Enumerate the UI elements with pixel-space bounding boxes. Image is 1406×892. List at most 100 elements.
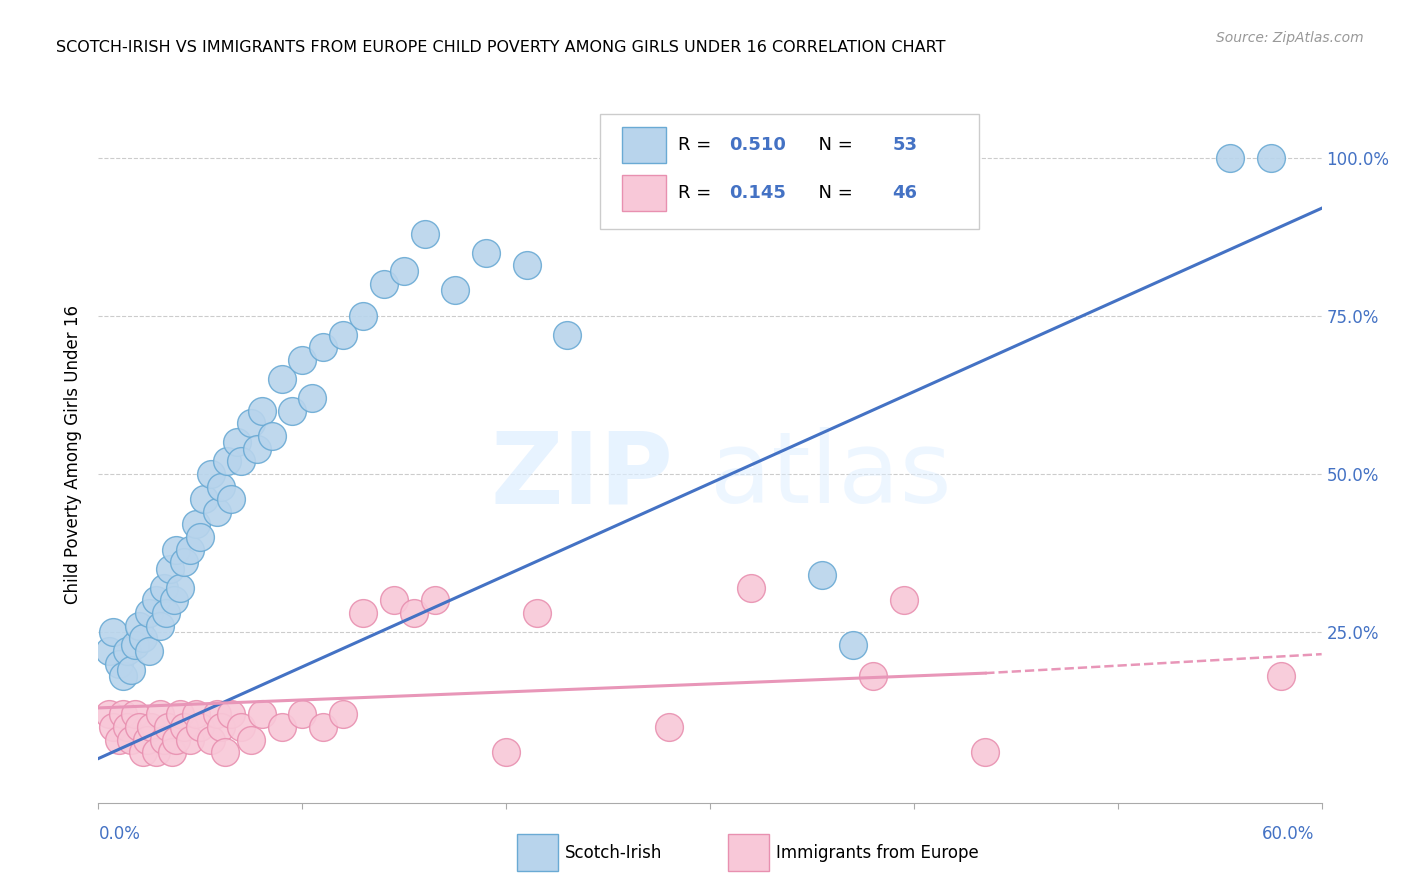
Point — [312, 720, 335, 734]
Point — [1260, 151, 1282, 165]
Point — [120, 732, 142, 747]
Text: SCOTCH-IRISH VS IMMIGRANTS FROM EUROPE CHILD POVERTY AMONG GIRLS UNDER 16 CORREL: SCOTCH-IRISH VS IMMIGRANTS FROM EUROPE C… — [56, 40, 946, 55]
Point — [246, 442, 269, 456]
Point — [179, 732, 201, 747]
Point — [281, 403, 304, 417]
Text: 53: 53 — [893, 136, 917, 154]
Point — [149, 707, 172, 722]
Point — [108, 732, 131, 747]
Point — [205, 505, 228, 519]
Point — [474, 245, 498, 260]
Point — [352, 606, 374, 620]
Point — [124, 638, 146, 652]
Point — [557, 327, 579, 342]
Text: 0.0%: 0.0% — [98, 825, 141, 843]
Point — [301, 391, 323, 405]
Point — [155, 606, 177, 620]
Text: R =: R = — [678, 136, 717, 154]
Point — [132, 745, 155, 759]
Text: 46: 46 — [893, 184, 917, 202]
Point — [136, 732, 159, 747]
Point — [423, 593, 446, 607]
Point — [145, 593, 167, 607]
Point — [250, 403, 273, 417]
Text: N =: N = — [807, 184, 858, 202]
Point — [209, 479, 232, 493]
Point — [149, 618, 172, 632]
Point — [862, 669, 884, 683]
Point — [332, 707, 354, 722]
Point — [169, 707, 191, 722]
Point — [200, 467, 222, 481]
Point — [124, 707, 146, 722]
Point — [138, 644, 160, 658]
Point — [111, 669, 134, 683]
Point — [115, 720, 138, 734]
Point — [214, 745, 236, 759]
Point — [841, 638, 863, 652]
Point — [352, 309, 374, 323]
Point — [165, 732, 187, 747]
Point — [138, 606, 160, 620]
Point — [974, 745, 997, 759]
Point — [215, 454, 238, 468]
Point — [186, 517, 208, 532]
Point — [495, 745, 517, 759]
Point — [152, 732, 174, 747]
Point — [145, 745, 167, 759]
Text: 60.0%: 60.0% — [1263, 825, 1315, 843]
Point — [382, 593, 405, 607]
Point — [332, 327, 354, 342]
Text: N =: N = — [807, 136, 858, 154]
Point — [193, 492, 215, 507]
Point — [1219, 151, 1241, 165]
Point — [219, 492, 242, 507]
Point — [163, 593, 186, 607]
Text: 0.510: 0.510 — [730, 136, 786, 154]
Point — [260, 429, 283, 443]
Point — [205, 707, 228, 722]
Point — [111, 707, 134, 722]
Point — [270, 720, 294, 734]
Point — [159, 562, 181, 576]
Point — [108, 657, 131, 671]
Point — [120, 663, 142, 677]
Point — [97, 707, 120, 722]
Point — [291, 707, 314, 722]
Point — [516, 258, 538, 272]
Point — [270, 372, 294, 386]
Point — [444, 284, 467, 298]
Point — [165, 542, 187, 557]
FancyBboxPatch shape — [600, 114, 979, 229]
Text: atlas: atlas — [710, 427, 952, 524]
Point — [219, 707, 242, 722]
Point — [188, 530, 212, 544]
Point — [188, 720, 212, 734]
FancyBboxPatch shape — [621, 175, 666, 211]
Text: ZIP: ZIP — [491, 427, 673, 524]
Point — [101, 625, 124, 640]
Point — [209, 720, 232, 734]
Point — [152, 581, 174, 595]
Point — [128, 720, 150, 734]
Point — [173, 720, 195, 734]
Point — [392, 264, 416, 278]
Point — [156, 720, 179, 734]
Text: R =: R = — [678, 184, 717, 202]
Text: Source: ZipAtlas.com: Source: ZipAtlas.com — [1216, 31, 1364, 45]
Point — [1270, 669, 1292, 683]
Point — [186, 707, 208, 722]
Point — [231, 454, 253, 468]
Point — [141, 720, 163, 734]
Point — [160, 745, 183, 759]
Point — [373, 277, 395, 292]
Point — [811, 568, 834, 582]
Point — [893, 593, 915, 607]
Point — [173, 556, 195, 570]
Point — [526, 606, 548, 620]
Point — [115, 644, 138, 658]
Text: 0.145: 0.145 — [730, 184, 786, 202]
Point — [101, 720, 124, 734]
Point — [240, 732, 263, 747]
Point — [169, 581, 191, 595]
